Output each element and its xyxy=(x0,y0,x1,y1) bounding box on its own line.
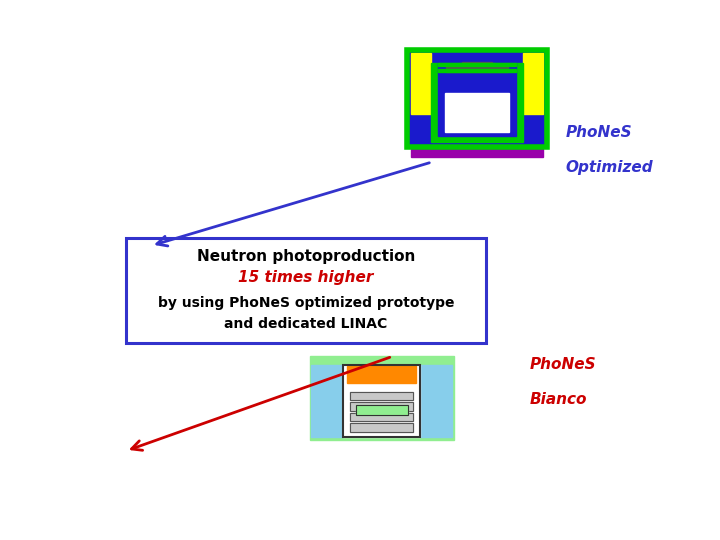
Bar xyxy=(356,405,408,415)
Bar xyxy=(343,365,420,437)
Bar xyxy=(462,63,492,67)
Bar xyxy=(438,69,516,71)
Bar xyxy=(438,63,516,66)
Bar xyxy=(350,423,413,432)
Bar xyxy=(311,365,343,437)
Bar xyxy=(126,238,486,343)
Bar xyxy=(407,50,547,147)
Bar xyxy=(411,145,543,157)
Text: and dedicated LINAC: and dedicated LINAC xyxy=(225,317,387,331)
Bar xyxy=(356,405,408,415)
Bar xyxy=(438,63,516,136)
Bar xyxy=(343,365,420,437)
Text: Neutron photoproduction: Neutron photoproduction xyxy=(197,249,415,264)
Bar xyxy=(459,63,495,68)
Bar xyxy=(350,392,413,400)
Bar xyxy=(407,50,547,147)
Text: by using PhoNeS optimized prototype: by using PhoNeS optimized prototype xyxy=(158,296,454,310)
Bar xyxy=(450,64,504,70)
Bar xyxy=(347,367,416,383)
Bar xyxy=(523,53,543,114)
Text: PhoNeS: PhoNeS xyxy=(529,357,596,372)
Bar xyxy=(420,365,452,437)
Text: 15 times higher: 15 times higher xyxy=(238,270,374,285)
Bar xyxy=(350,413,413,421)
Bar xyxy=(411,53,431,114)
Bar xyxy=(445,93,509,132)
Bar xyxy=(350,392,413,400)
Bar xyxy=(310,356,454,440)
Bar xyxy=(350,402,413,411)
Bar xyxy=(454,64,500,69)
Bar xyxy=(350,423,413,432)
Bar xyxy=(446,65,508,71)
Text: Optimized: Optimized xyxy=(565,160,653,175)
Bar xyxy=(431,63,523,142)
Bar xyxy=(350,402,413,411)
Text: Bianco: Bianco xyxy=(529,392,587,407)
Bar xyxy=(350,413,413,421)
Text: PhoNeS: PhoNeS xyxy=(565,125,632,140)
